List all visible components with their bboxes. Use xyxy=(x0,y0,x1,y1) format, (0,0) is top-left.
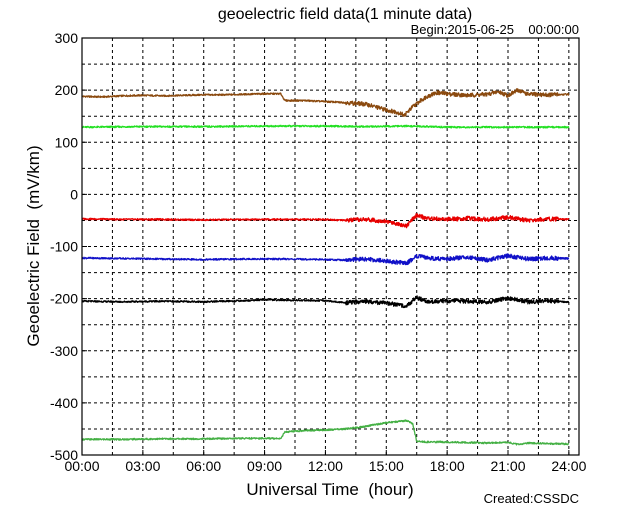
x-tick-label: 00:00 xyxy=(64,458,99,474)
series-line xyxy=(81,295,570,309)
x-axis-label: Universal Time (hour) xyxy=(246,480,413,499)
y-tick-label: -400 xyxy=(50,395,78,411)
grid xyxy=(82,38,579,455)
x-tick-label: 06:00 xyxy=(186,458,221,474)
y-tick-label: -200 xyxy=(50,291,78,307)
series-line xyxy=(81,213,570,229)
series-line xyxy=(81,253,570,266)
y-axis-label: Geoelectric Field (mV/km) xyxy=(24,145,43,346)
series-lines xyxy=(81,88,570,446)
x-tick-label: 24:00 xyxy=(551,458,586,474)
y-tick-label: -300 xyxy=(50,343,78,359)
x-tick-label: 12:00 xyxy=(308,458,343,474)
y-tick-label: 0 xyxy=(70,186,78,202)
x-tick-label: 03:00 xyxy=(125,458,160,474)
chart-subtitle: Begin:2015-06-25 00:00:00 xyxy=(411,22,579,37)
y-tick-label: -500 xyxy=(50,447,78,463)
series-line xyxy=(81,88,570,117)
series-line xyxy=(81,124,570,129)
y-tick-label: 200 xyxy=(55,82,79,98)
y-tick-label: 300 xyxy=(55,30,79,46)
credit-label: Created:CSSDC xyxy=(484,491,579,506)
x-tick-label: 21:00 xyxy=(490,458,525,474)
x-tick-label: 09:00 xyxy=(247,458,282,474)
chart-title: geoelectric field data(1 minute data) xyxy=(218,6,472,23)
x-tick-label: 18:00 xyxy=(430,458,465,474)
axis-ticks: 00:00 03:00 06:00 09:00 12:00 15:00 18:00 21:00… xyxy=(50,30,587,474)
y-tick-label: -100 xyxy=(50,239,78,255)
x-tick-label: 15:00 xyxy=(369,458,404,474)
series-line xyxy=(81,419,570,446)
y-tick-label: 100 xyxy=(55,134,79,150)
